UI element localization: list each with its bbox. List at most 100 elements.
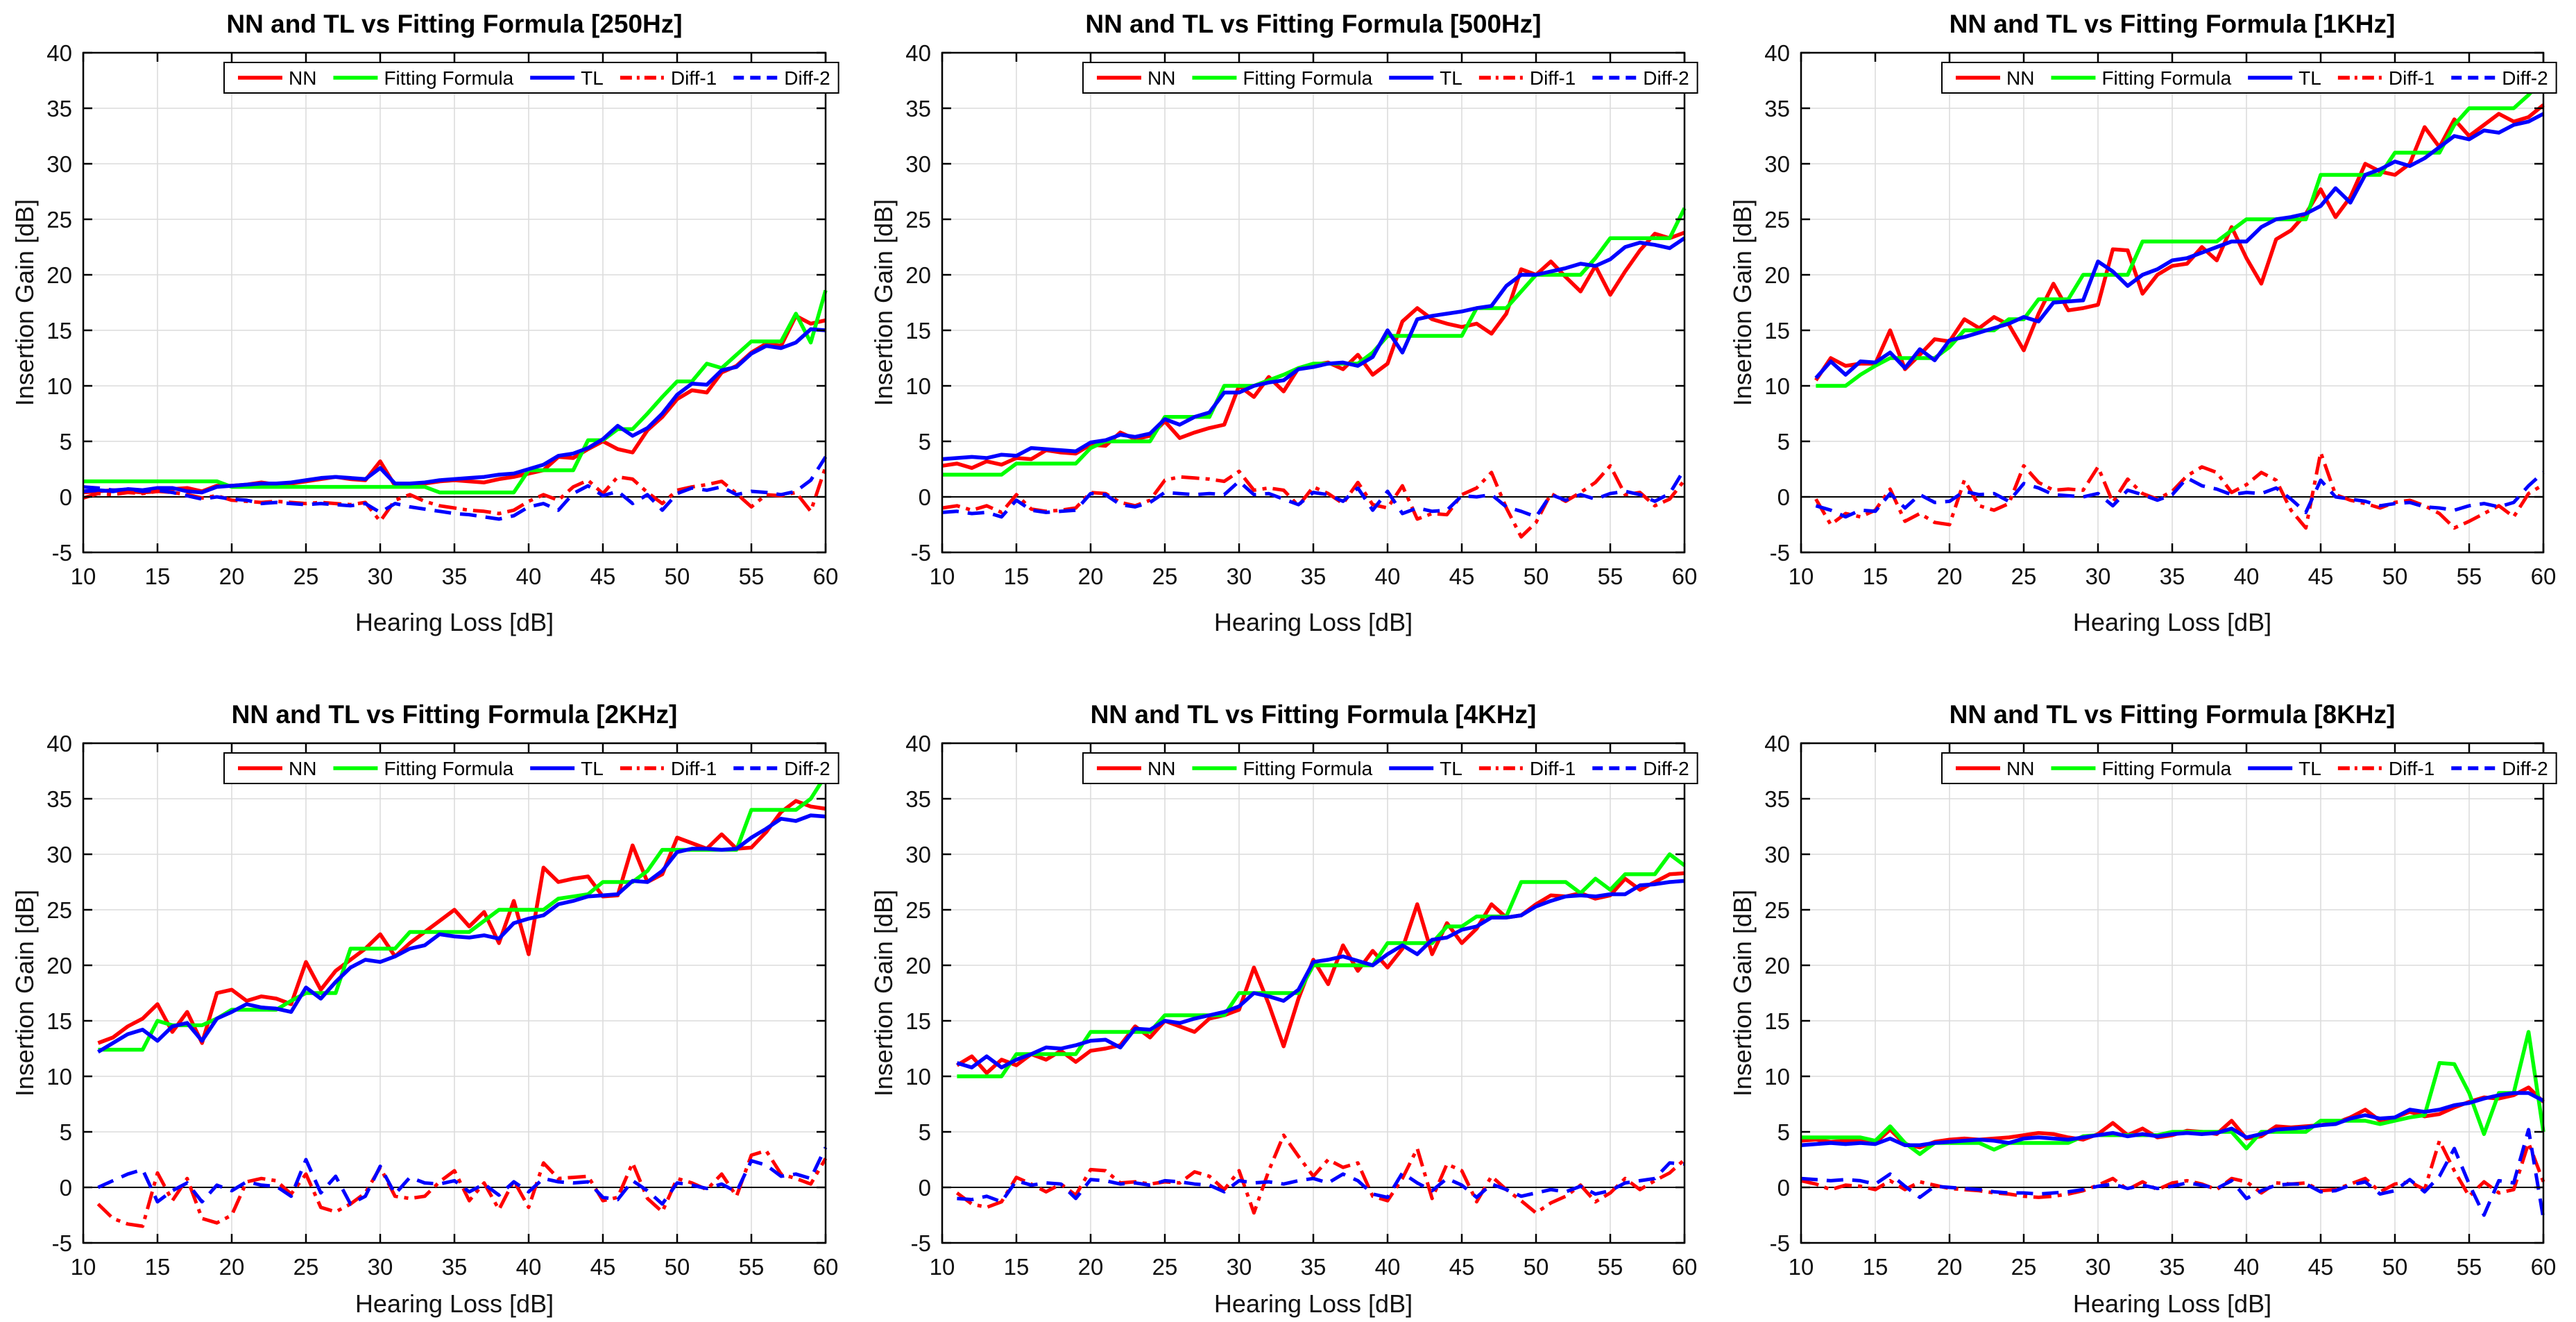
x-tick-label: 40 (2234, 563, 2260, 589)
y-tick-label: 25 (1764, 207, 1790, 232)
series-line-diff-1 (1800, 1139, 2545, 1199)
y-tick-label: 15 (46, 1008, 72, 1034)
y-tick-label: 10 (905, 1064, 931, 1090)
y-tick-label: 30 (1764, 842, 1790, 867)
y-tick-label: 0 (1777, 1175, 1790, 1201)
series-line-tl (83, 327, 826, 495)
chart-title: NN and TL vs Fitting Formula [8KHz] (1949, 700, 2396, 729)
legend-label-tl: TL (2298, 758, 2321, 779)
y-tick-label: 10 (905, 373, 931, 399)
series-line-nn (1814, 103, 2545, 382)
y-tick-label: 30 (1764, 151, 1790, 177)
tick-marks (1800, 51, 2545, 554)
series-line-fitting-formula (1816, 76, 2545, 388)
x-tick-label: 20 (1078, 1254, 1104, 1280)
x-tick-label: 50 (2382, 1254, 2408, 1280)
x-tick-label: 35 (1301, 1254, 1327, 1280)
x-tick-label: 25 (1152, 563, 1178, 589)
y-tick-label: 40 (46, 731, 72, 756)
x-tick-label: 10 (71, 563, 96, 589)
grid-lines (1801, 53, 2543, 552)
x-tick-label: 40 (516, 1254, 542, 1280)
legend-label-nn: NN (1148, 758, 1175, 779)
y-tick-label: 35 (46, 96, 72, 121)
tick-marks (1800, 742, 2545, 1244)
y-tick-label: 40 (905, 40, 931, 66)
series-line-diff-2 (1800, 1128, 2545, 1219)
legend-label-nn: NN (289, 67, 316, 89)
y-tick-label: 5 (919, 429, 931, 455)
chart-title: NN and TL vs Fitting Formula [250Hz] (226, 10, 683, 38)
y-tick-label: 35 (46, 786, 72, 812)
x-tick-label: 60 (2531, 563, 2557, 589)
x-tick-label: 60 (813, 1254, 839, 1280)
legend-label-tl: TL (1440, 67, 1462, 89)
legend-label-diff-1: Diff-1 (671, 758, 717, 779)
grid-lines (83, 53, 826, 552)
series-line-tl (1800, 1091, 2545, 1147)
x-axis-label: Hearing Loss [dB] (2072, 1289, 2272, 1318)
x-tick-label: 20 (1078, 563, 1104, 589)
x-tick-label: 45 (2308, 563, 2334, 589)
series-line-diff-2 (941, 468, 1687, 519)
x-tick-label: 35 (442, 1254, 468, 1280)
x-tick-label: 60 (813, 563, 839, 589)
x-tick-label: 20 (1937, 563, 1963, 589)
tick-marks (82, 742, 827, 1244)
legend-label-tl: TL (2298, 67, 2321, 89)
y-tick-label: 5 (919, 1119, 931, 1145)
chart-1khz: 10 15 20 25 30 35 40 45 50 55 60 -5 0 5 10 15 20 25 30 35 40… (1764, 40, 2557, 589)
x-tick-label: 10 (1789, 1254, 1814, 1280)
series-line-nn (955, 871, 1685, 1075)
legend: NN Fitting Formula TL Diff-1 Diff-2 (1941, 752, 2557, 784)
chart-4khz: 10 15 20 25 30 35 40 45 50 55 60 -5 0 5 10 15 20 25 30 35 40… (905, 731, 1698, 1280)
y-tick-label: 0 (60, 484, 72, 510)
x-tick-label: 55 (739, 563, 765, 589)
chart-title: NN and TL vs Fitting Formula [2KHz] (231, 700, 678, 729)
y-tick-label: 25 (46, 897, 72, 923)
x-tick-label: 15 (1004, 1254, 1030, 1280)
series-line-diff-1 (955, 1133, 1686, 1215)
y-tick-label: -5 (911, 540, 931, 566)
legend-label-diff-1: Diff-1 (2389, 758, 2434, 779)
x-tick-label: 40 (516, 563, 542, 589)
x-tick-label: 20 (219, 563, 245, 589)
legend-label-diff-1: Diff-1 (671, 67, 717, 89)
y-tick-label: 25 (905, 897, 931, 923)
x-tick-label: 45 (1449, 1254, 1475, 1280)
legend: NN Fitting Formula TL Diff-1 Diff-2 (1082, 62, 1698, 94)
y-tick-label: 35 (905, 786, 931, 812)
subplot-250hz: 10 15 20 25 30 35 40 45 50 55 60 -5 0 5 10 15 20 25 30 35 40… (0, 0, 858, 661)
legend-label-fitting-formula: Fitting Formula (2101, 758, 2231, 779)
y-tick-label: 15 (905, 1008, 931, 1034)
y-tick-label: 10 (1764, 373, 1790, 399)
y-tick-label: 0 (60, 1175, 72, 1201)
x-tick-label: 35 (2160, 1254, 2185, 1280)
x-tick-label: 30 (2085, 563, 2111, 589)
x-tick-label: 40 (2234, 1254, 2260, 1280)
y-tick-label: 5 (60, 429, 72, 455)
y-tick-label: 0 (1777, 484, 1790, 510)
x-axis-label: Hearing Loss [dB] (355, 608, 554, 636)
x-tick-label: 50 (665, 563, 690, 589)
y-tick-label: 15 (1764, 1008, 1790, 1034)
tick-labels: 10 15 20 25 30 35 40 45 50 55 60 -5 0 5 10 15 20 25 30 35 40 (1764, 731, 2556, 1280)
x-tick-label: 55 (1598, 1254, 1623, 1280)
y-tick-label: 10 (46, 1064, 72, 1090)
x-tick-label: 25 (293, 563, 319, 589)
y-tick-label: 40 (905, 731, 931, 756)
x-tick-label: 50 (2382, 563, 2408, 589)
y-tick-label: 35 (1764, 96, 1790, 121)
series-line-tl (96, 813, 826, 1054)
legend-label-fitting-formula: Fitting Formula (384, 67, 513, 89)
series-line-diff-1 (83, 466, 828, 523)
legend-label-fitting-formula: Fitting Formula (1243, 67, 1372, 89)
legend-label-nn: NN (289, 758, 316, 779)
tick-marks (941, 742, 1686, 1244)
x-tick-label: 30 (368, 563, 393, 589)
x-tick-label: 45 (2308, 1254, 2334, 1280)
chart-500hz: 10 15 20 25 30 35 40 45 50 55 60 -5 0 5 10 15 20 25 30 35 40… (905, 40, 1698, 589)
legend: NN Fitting Formula TL Diff-1 Diff-2 (1082, 752, 1698, 784)
y-tick-label: 15 (46, 318, 72, 344)
x-tick-label: 15 (1863, 563, 1888, 589)
